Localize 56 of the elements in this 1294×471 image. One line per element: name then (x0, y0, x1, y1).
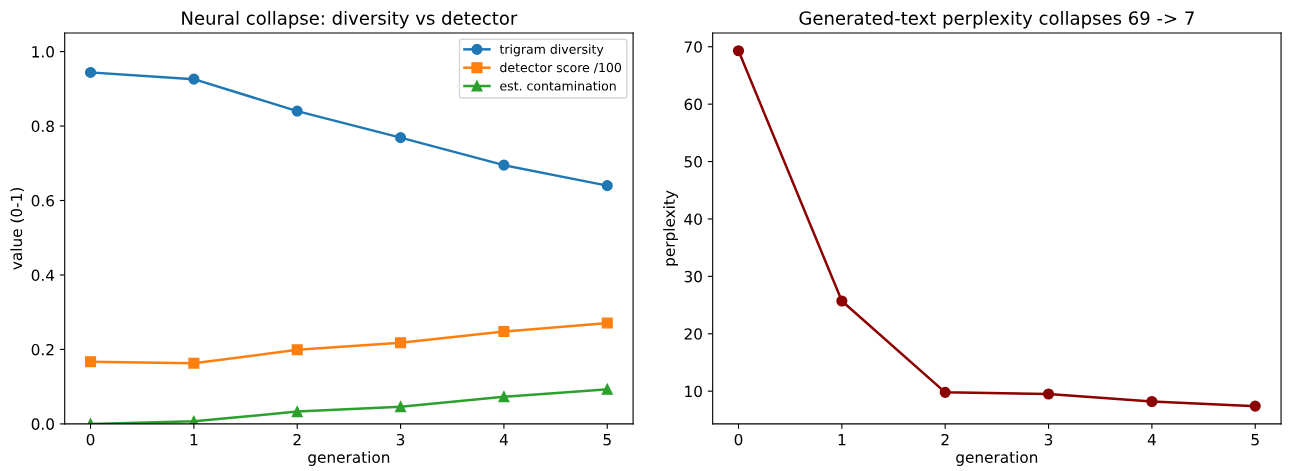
y-tick-label: 0.8 (31, 120, 54, 133)
point (498, 326, 510, 338)
x-tick-label: 5 (1251, 434, 1259, 446)
chart-title: Generated-text perplexity collapses 69 -> 7 (799, 10, 1194, 29)
point (395, 401, 407, 413)
x-tick-label: 2 (941, 433, 949, 446)
point (395, 132, 407, 144)
x-tick-label: 3 (1044, 433, 1053, 446)
chart-title: Neural collapse: diversity vs detector (182, 10, 518, 29)
x-axis-title: generation (308, 451, 390, 466)
y-tick-label: 30 (684, 270, 702, 283)
x-tick-label: 0 (86, 433, 95, 446)
y-tick-label: 0.2 (31, 343, 54, 356)
point (1146, 395, 1158, 408)
point (395, 337, 407, 349)
y-tick-label: 70 (684, 41, 702, 53)
y-tick-label: 1.0 (32, 46, 54, 58)
y-axis-title: value (0-1) (10, 188, 24, 270)
y-tick-label: 60 (684, 98, 702, 111)
x-tick-label: 2 (293, 433, 301, 446)
point (498, 159, 510, 171)
y-axis-title: perplexity (663, 190, 678, 266)
point (84, 66, 97, 78)
point (601, 383, 613, 395)
y-tick-label: 0.0 (31, 418, 54, 430)
x-tick-label: 1 (838, 434, 846, 446)
point (188, 357, 200, 369)
legend-label: trigram diversity (499, 44, 604, 57)
point (836, 295, 848, 307)
legend-label: est. contamination (500, 80, 616, 91)
x-tick-label: 5 (603, 434, 611, 446)
x-tick-label: 1 (190, 434, 198, 446)
point (1042, 388, 1055, 400)
x-tick-label: 0 (734, 433, 743, 446)
y-tick-label: 0.4 (31, 269, 55, 281)
point (188, 73, 200, 85)
point (291, 406, 303, 418)
x-tick-label: 3 (396, 433, 405, 446)
point (84, 356, 97, 368)
point (291, 344, 303, 356)
point (498, 391, 510, 403)
point (1249, 400, 1261, 412)
y-tick-label: 20 (684, 328, 702, 340)
y-tick-label: 50 (684, 156, 702, 168)
legend-label: detector score /100 (500, 62, 622, 74)
point (291, 105, 303, 117)
y-tick-label: 10 (685, 385, 702, 398)
x-axis-title: generation (956, 451, 1038, 466)
point (939, 386, 951, 398)
point (601, 317, 613, 329)
y-tick-label: 0.6 (31, 194, 55, 207)
point (732, 45, 745, 57)
x-tick-label: 4 (1147, 434, 1156, 446)
point (601, 180, 613, 192)
y-tick-label: 40 (684, 213, 702, 225)
x-tick-label: 4 (499, 434, 508, 446)
